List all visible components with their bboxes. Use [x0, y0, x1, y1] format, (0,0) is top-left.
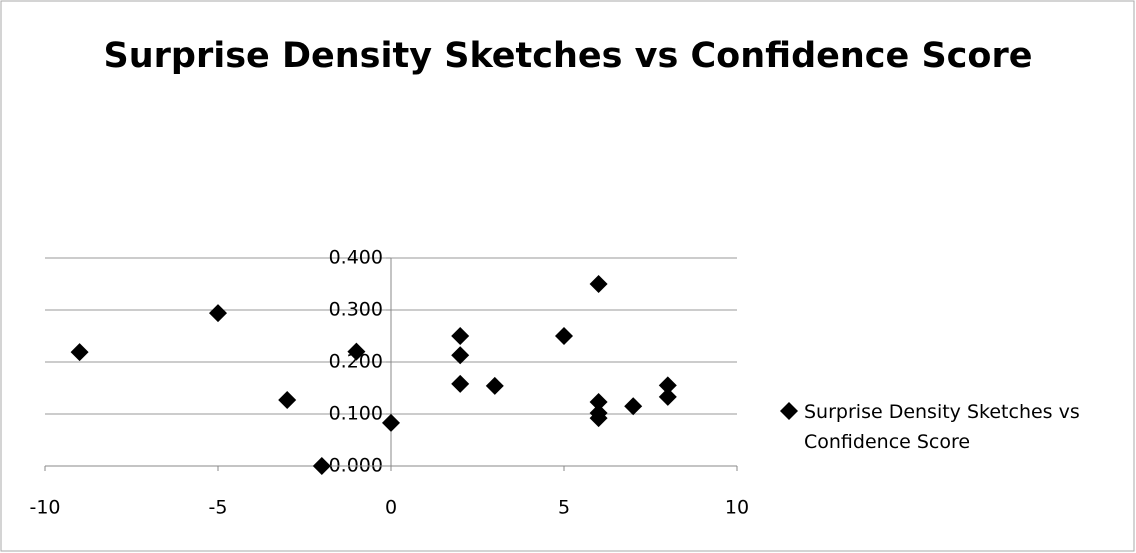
data-point: [209, 304, 227, 323]
data-point: [312, 457, 331, 475]
data-point: [658, 387, 677, 406]
chart-title: Surprise Density Sketches vs Confidence …: [104, 36, 1033, 76]
data-point: [589, 393, 608, 412]
data-point: [347, 342, 366, 361]
x-tick-label: 5: [558, 497, 570, 519]
data-point: [70, 343, 89, 362]
y-tick-label: 0.100: [329, 403, 383, 425]
data-point: [658, 376, 677, 395]
y-tick-label: 0.400: [329, 247, 383, 269]
y-tick-label: 0.300: [329, 299, 383, 321]
y-tick-label: 0.200: [329, 351, 383, 373]
data-point: [589, 275, 608, 293]
legend-marker: [780, 402, 798, 420]
data-point: [451, 346, 470, 365]
data-point: [451, 327, 470, 345]
x-tick-label: -10: [29, 497, 60, 519]
data-point: [485, 376, 504, 395]
legend-label: Surprise Density Sketches vs Confidence …: [804, 401, 1080, 453]
data-point: [278, 390, 297, 409]
data-point: [589, 409, 608, 428]
data-point: [382, 413, 400, 432]
x-tick-label: -5: [209, 497, 228, 519]
x-tick-label: 0: [385, 497, 397, 519]
data-point: [624, 397, 643, 416]
x-tick-label: 10: [725, 497, 749, 519]
data-point: [555, 327, 573, 345]
data-point: [451, 374, 470, 393]
